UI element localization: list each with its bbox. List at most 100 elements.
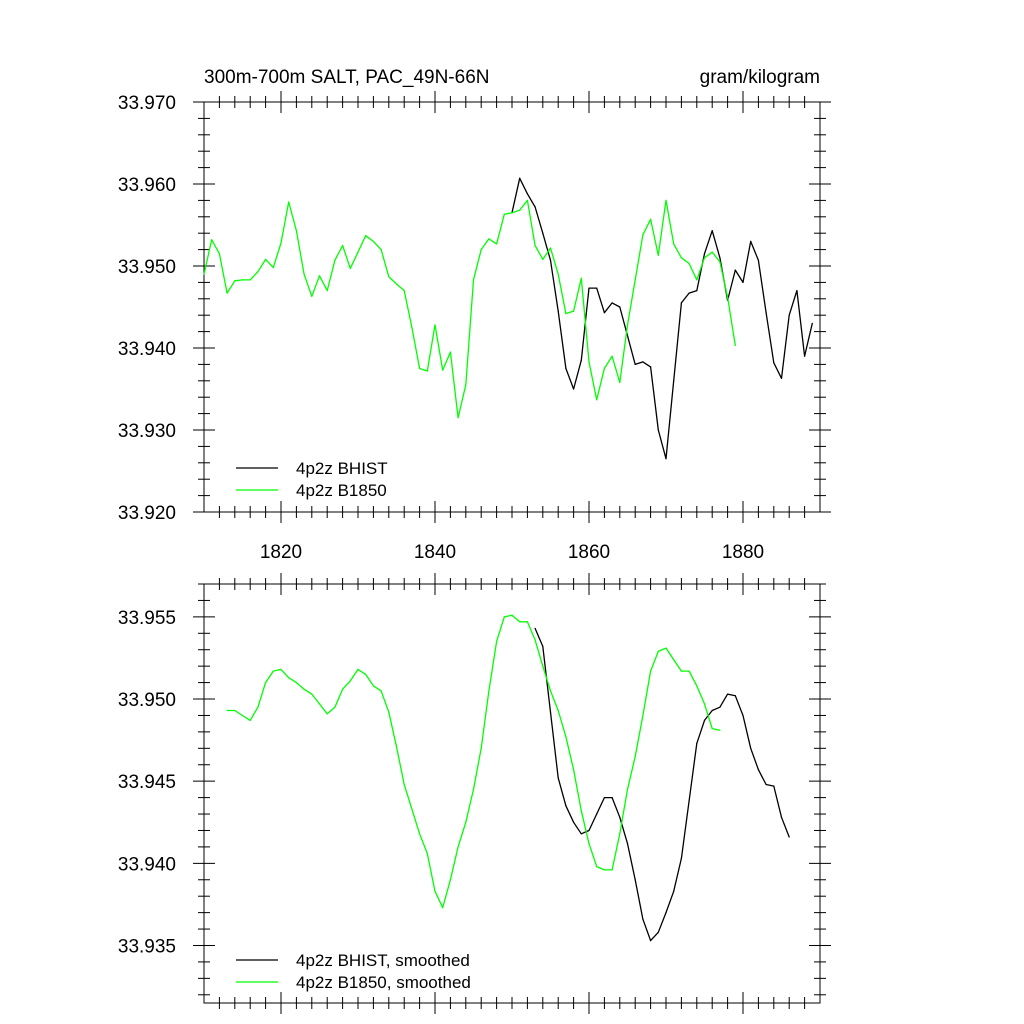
y-tick-label: 33.920 xyxy=(118,503,176,524)
data-point xyxy=(372,240,374,242)
data-point xyxy=(680,257,683,259)
y-tick-label: 33.960 xyxy=(118,175,176,196)
data-point xyxy=(580,277,582,279)
data-point xyxy=(719,261,721,263)
data-point xyxy=(734,344,736,347)
data-point xyxy=(573,310,575,312)
data-point xyxy=(665,912,667,914)
data-point xyxy=(788,836,790,838)
data-point xyxy=(565,367,567,370)
legend-label: 4p2z BHIST xyxy=(296,459,388,478)
data-point xyxy=(480,249,482,251)
data-point xyxy=(372,685,374,687)
data-point xyxy=(750,747,752,749)
data-point xyxy=(696,290,698,292)
data-point xyxy=(241,714,244,717)
data-point xyxy=(272,670,274,672)
data-point xyxy=(403,290,405,292)
data-point xyxy=(318,275,321,277)
data-point xyxy=(342,688,344,690)
data-point xyxy=(534,244,536,247)
data-point xyxy=(650,940,652,942)
chart-title-left: 300m-700m SALT, PAC_49N-66N xyxy=(204,67,489,88)
data-point xyxy=(573,388,575,390)
data-point xyxy=(503,213,505,215)
data-point xyxy=(411,326,413,329)
data-point xyxy=(257,271,259,273)
data-point xyxy=(634,363,636,365)
data-point xyxy=(626,843,629,845)
data-point xyxy=(334,706,336,708)
bottom-panel: 33.935 33.940 33.945 33.950 33.955 4p2z BHIST… xyxy=(118,573,831,1014)
data-point xyxy=(318,703,321,705)
data-point xyxy=(665,199,667,201)
data-point xyxy=(657,254,659,256)
data-point xyxy=(650,218,652,220)
data-point xyxy=(642,234,644,236)
data-point xyxy=(611,869,613,871)
data-point xyxy=(657,429,659,431)
data-point xyxy=(588,843,590,845)
data-point xyxy=(642,918,644,920)
data-point xyxy=(727,296,729,298)
data-point xyxy=(349,267,351,270)
data-point xyxy=(280,242,282,244)
data-point xyxy=(688,262,690,265)
data-point xyxy=(326,713,328,715)
data-point xyxy=(526,199,529,201)
data-point xyxy=(457,846,459,848)
data-point xyxy=(234,280,236,282)
data-point xyxy=(573,769,575,771)
data-point xyxy=(804,355,806,357)
data-point xyxy=(750,240,752,242)
data-point xyxy=(573,821,575,823)
data-point xyxy=(303,273,305,275)
data-point xyxy=(280,668,282,671)
data-point xyxy=(765,783,767,786)
data-point xyxy=(326,290,328,292)
data-point xyxy=(588,287,590,289)
data-point xyxy=(719,257,721,259)
data-point xyxy=(380,249,382,251)
data-point xyxy=(673,243,675,245)
data-point xyxy=(611,302,613,304)
data-point xyxy=(696,742,698,745)
data-point xyxy=(642,714,644,717)
data-point xyxy=(426,852,428,855)
legend-label: 4p2z B1850 xyxy=(296,481,387,500)
data-point xyxy=(542,258,544,260)
y-tick-label: 33.950 xyxy=(118,690,176,711)
data-point xyxy=(472,279,475,281)
data-point xyxy=(696,685,698,687)
data-point xyxy=(203,273,205,275)
data-point xyxy=(311,693,313,695)
data-point xyxy=(503,616,505,618)
data-point xyxy=(395,283,398,285)
data-point xyxy=(434,890,436,892)
y-tick-label: 33.945 xyxy=(118,772,176,793)
data-point xyxy=(357,251,359,253)
data-point xyxy=(388,276,390,278)
data-point xyxy=(519,209,521,211)
series-line-bhist xyxy=(534,628,790,942)
data-point xyxy=(272,267,274,269)
data-point xyxy=(603,367,606,370)
data-point xyxy=(588,829,590,832)
data-point xyxy=(742,281,744,283)
data-point xyxy=(542,645,544,648)
data-point xyxy=(226,292,228,294)
data-point xyxy=(673,659,675,661)
data-point xyxy=(480,747,482,749)
data-point xyxy=(719,706,721,708)
series-line-bhist xyxy=(511,177,813,460)
data-point xyxy=(249,279,251,281)
data-point xyxy=(549,690,552,692)
data-point xyxy=(742,714,744,717)
y-tick-label: 33.940 xyxy=(118,854,176,875)
series-line-b1850 xyxy=(227,614,721,909)
data-point xyxy=(711,728,713,730)
data-point xyxy=(703,253,706,255)
data-point xyxy=(680,857,683,860)
data-point xyxy=(634,755,636,758)
